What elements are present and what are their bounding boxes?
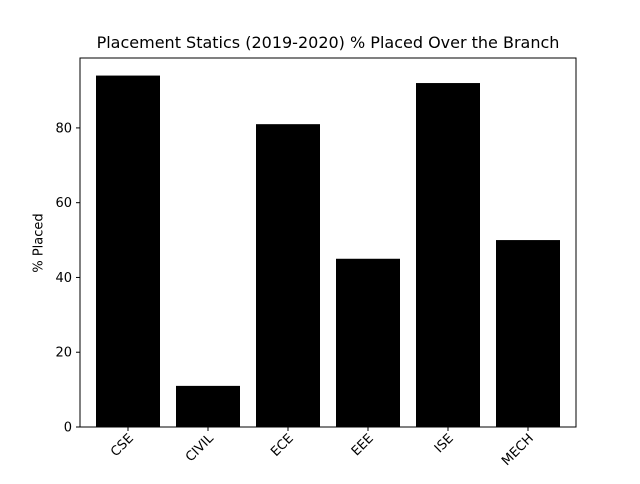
x-tick-label-civil: CIVIL	[183, 431, 217, 465]
bar-civil	[176, 385, 240, 427]
x-tick-label-cse: CSE	[108, 431, 137, 460]
y-tick-label-40: 40	[55, 271, 72, 286]
y-tick-label-0: 0	[64, 421, 72, 436]
bar-cse	[96, 75, 160, 427]
y-tick-label-60: 60	[55, 196, 72, 211]
x-tick-label-ise: ISE	[432, 431, 457, 456]
x-tick-label-eee: EEE	[349, 431, 377, 459]
axes-frame	[79, 57, 577, 428]
y-tick-label-80: 80	[55, 121, 72, 136]
bar-eee	[336, 258, 400, 427]
bar-ece	[256, 124, 320, 428]
y-tick-label-20: 20	[55, 346, 72, 361]
chart-title: Placement Statics (2019-2020) % Placed O…	[96, 33, 560, 52]
y-axis-label: % Placed	[31, 213, 47, 273]
x-tick-label-ece: ECE	[268, 431, 297, 460]
bar-ise	[416, 83, 480, 428]
bar-mech	[496, 240, 560, 427]
x-tick-label-mech: MECH	[499, 431, 537, 469]
